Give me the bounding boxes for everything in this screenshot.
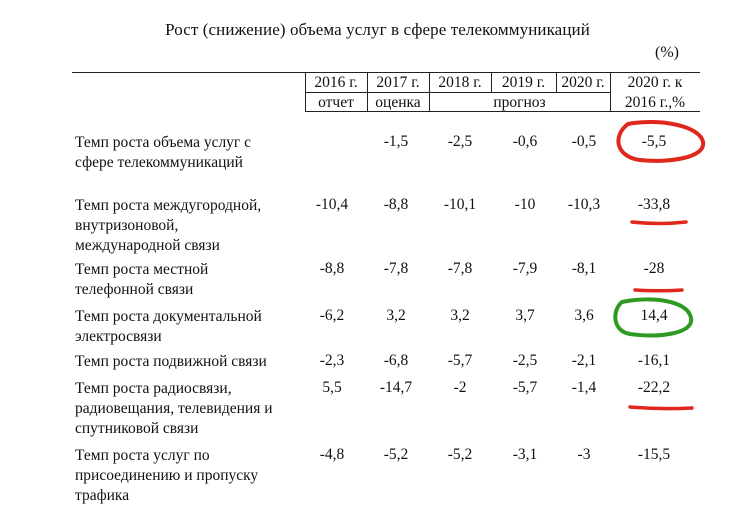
table-cell: -10	[514, 196, 536, 213]
table-cell: -33,8	[637, 196, 671, 213]
table-cell: -7,9	[512, 260, 538, 277]
table-cell: -2,5	[447, 133, 473, 150]
table-cell: -5,5	[641, 133, 667, 150]
table-cell: -2,3	[319, 352, 345, 369]
table-cell: -10,1	[443, 196, 477, 213]
red-underline-mark	[633, 288, 684, 293]
row-label: Темп роста услуг по присоединению и проп…	[75, 447, 259, 504]
header-last-line1: 2020 г. к	[627, 74, 683, 91]
table-cell: -6,8	[383, 352, 409, 369]
table-cell: -10,3	[567, 196, 601, 213]
row-label: Темп роста радиосвязи, радиовещания, тел…	[75, 380, 273, 437]
table-cell: -10,4	[315, 196, 349, 213]
header-year: 2020 г.	[561, 74, 605, 91]
table-cell: -1,5	[383, 133, 409, 150]
header-year: 2019 г.	[501, 74, 546, 91]
header-sub-report: отчет	[318, 94, 354, 111]
table-title: Рост (снижение) объема услуг в сфере тел…	[165, 20, 590, 39]
table-cell: -5,2	[447, 446, 473, 463]
header-year: 2016 г.	[314, 74, 358, 91]
table-cell: -3	[577, 446, 591, 463]
table-cell: -14,7	[379, 379, 413, 396]
red-underline-mark	[628, 405, 694, 411]
table-cell: -5,7	[447, 352, 473, 369]
header-year: 2017 г.	[376, 74, 420, 91]
table-cell: -8,1	[571, 260, 597, 277]
table-cell: -8,8	[319, 260, 345, 277]
header-divider	[367, 72, 368, 111]
row-label: Темп роста документальной электросвязи	[75, 308, 262, 345]
header-divider	[556, 72, 557, 92]
table-cell: -0,6	[512, 133, 538, 150]
table-cell: 14,4	[640, 307, 668, 324]
table-cell: -5,7	[512, 379, 538, 396]
header-last-line2: 2016 г.,%	[624, 94, 686, 111]
table-cell: 3,2	[450, 307, 470, 324]
table-cell: -22,2	[637, 379, 671, 396]
header-divider	[429, 72, 430, 111]
header-year: 2018 г.	[438, 74, 482, 91]
table-cell: 3,2	[386, 307, 406, 324]
table-cell: 5,5	[322, 379, 342, 396]
table-cell: -7,8	[447, 260, 473, 277]
table-cell: -1,4	[571, 379, 597, 396]
header-sub-forecast: прогноз	[493, 94, 546, 111]
table-cell: 3,6	[574, 307, 594, 324]
table-cell: -2	[453, 379, 467, 396]
header-sub-estimate: оценка	[375, 94, 421, 111]
table-cell: -5,2	[383, 446, 409, 463]
header-top-rule	[72, 72, 700, 73]
row-label: Темп роста объема услуг с сфере телекомм…	[75, 134, 252, 171]
table-cell: -2,1	[571, 352, 597, 369]
unit-label: (%)	[655, 44, 679, 61]
table-cell: -6,2	[319, 307, 345, 324]
table-cell: -0,5	[571, 133, 597, 150]
red-underline-mark	[630, 220, 688, 226]
table-cell: -16,1	[637, 352, 671, 369]
row-label: Темп роста местной телефонной связи	[75, 261, 209, 298]
header-divider	[305, 72, 306, 111]
table-cell: 3,7	[515, 307, 535, 324]
row-label: Темп роста подвижной связи	[75, 353, 267, 370]
table-cell: -7,8	[383, 260, 409, 277]
table-cell: -8,8	[383, 196, 409, 213]
header-bottom-rule	[305, 111, 700, 112]
table-cell: -4,8	[319, 446, 345, 463]
header-mid-rule	[305, 92, 610, 93]
table-cell: -2,5	[512, 352, 538, 369]
table-cell: -3,1	[512, 446, 538, 463]
header-divider	[610, 72, 611, 111]
header-divider	[491, 72, 492, 92]
table-cell: -15,5	[637, 446, 671, 463]
table-cell: -28	[643, 260, 665, 277]
row-label: Темп роста междугородной, внутризоновой,…	[75, 197, 262, 254]
